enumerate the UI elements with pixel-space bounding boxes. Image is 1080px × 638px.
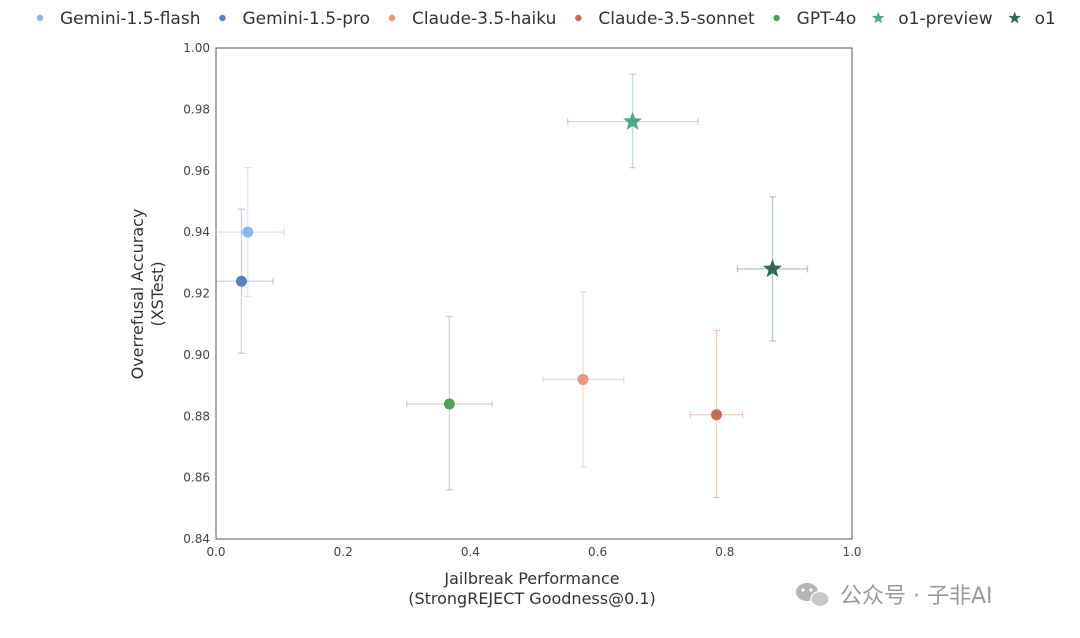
series-gemini-1-5-pro: [215, 208, 274, 354]
data-point: [711, 409, 723, 421]
x-axis-ticks: 0.0 0.2 0.4 0.6 0.8 1.0: [206, 545, 861, 559]
data-point-star: [623, 111, 643, 130]
legend-label: Claude-3.5-sonnet: [598, 9, 755, 29]
x-axis-title-line-2: (StrongREJECT Goodness@0.1): [408, 589, 656, 608]
legend-marker: [36, 14, 44, 22]
legend-item: Gemini-1.5-pro: [219, 9, 370, 29]
series-claude-3-5-haiku: [542, 291, 625, 468]
legend-item: GPT-4o: [773, 9, 856, 29]
legend-marker: [219, 14, 226, 22]
watermark: 公众号 · 子非AI: [796, 583, 993, 609]
series-claude-3-5-sonnet: [689, 329, 744, 499]
plot-area: [215, 47, 853, 540]
y-tick-label: 0.92: [183, 287, 210, 301]
x-tick-label: 0.6: [588, 545, 607, 559]
data-point: [235, 275, 247, 287]
x-axis-title-line-1: Jailbreak Performance: [443, 569, 619, 588]
series-gemini-1-5-flash: [215, 167, 285, 298]
y-tick-label: 1.00: [183, 41, 210, 55]
y-tick-label: 0.86: [183, 471, 210, 485]
legend: Gemini-1.5-flash Gemini-1.5-pro Claude-3.5…: [36, 9, 1056, 29]
x-tick-label: 0.4: [461, 545, 480, 559]
legend-label: o1: [1035, 9, 1056, 29]
legend-marker-star: [872, 11, 885, 24]
legend-marker-star: [1008, 11, 1021, 24]
legend-marker: [773, 14, 780, 22]
legend-label: Claude-3.5-haiku: [412, 9, 556, 29]
x-tick-label: 0.8: [715, 545, 734, 559]
data-marks: [215, 73, 809, 499]
data-point: [242, 226, 254, 238]
legend-item: o1-preview: [872, 9, 993, 29]
series-o1: [736, 196, 809, 342]
y-axis-ticks: 0.84 0.86 0.88 0.90 0.92 0.94 0.96 0.98 1.00: [183, 41, 210, 546]
y-tick-label: 0.90: [183, 348, 210, 362]
x-tick-label: 1.0: [842, 545, 861, 559]
legend-item: o1: [1008, 9, 1056, 29]
legend-label: Gemini-1.5-pro: [242, 9, 370, 29]
y-axis-title-line-1: Overrefusal Accuracy: [128, 209, 147, 380]
y-tick-label: 0.98: [183, 102, 210, 116]
legend-marker: [575, 14, 582, 22]
y-tick-label: 0.84: [183, 532, 210, 546]
y-tick-label: 0.96: [183, 164, 210, 178]
data-point-star: [762, 258, 783, 278]
y-tick-label: 0.88: [183, 409, 210, 423]
legend-label: o1-preview: [898, 9, 992, 29]
legend-label: GPT-4o: [797, 9, 857, 29]
y-tick-label: 0.94: [183, 225, 210, 239]
data-point: [577, 373, 589, 385]
legend-item: Claude-3.5-sonnet: [575, 9, 755, 29]
x-tick-label: 0.2: [334, 545, 353, 559]
y-axis-title-line-2: (XSTest): [148, 261, 167, 326]
legend-item: Gemini-1.5-flash: [36, 9, 200, 29]
series-gpt-4o: [406, 315, 493, 491]
plot-frame: [215, 47, 853, 540]
legend-label: Gemini-1.5-flash: [60, 9, 200, 29]
data-point: [443, 398, 455, 410]
legend-item: Claude-3.5-haiku: [388, 9, 556, 29]
x-tick-label: 0.0: [206, 545, 225, 559]
legend-marker: [388, 14, 396, 22]
wechat-icon: [796, 583, 830, 608]
watermark-text: 公众号 · 子非AI: [840, 584, 993, 609]
series-o1-preview: [567, 73, 699, 169]
